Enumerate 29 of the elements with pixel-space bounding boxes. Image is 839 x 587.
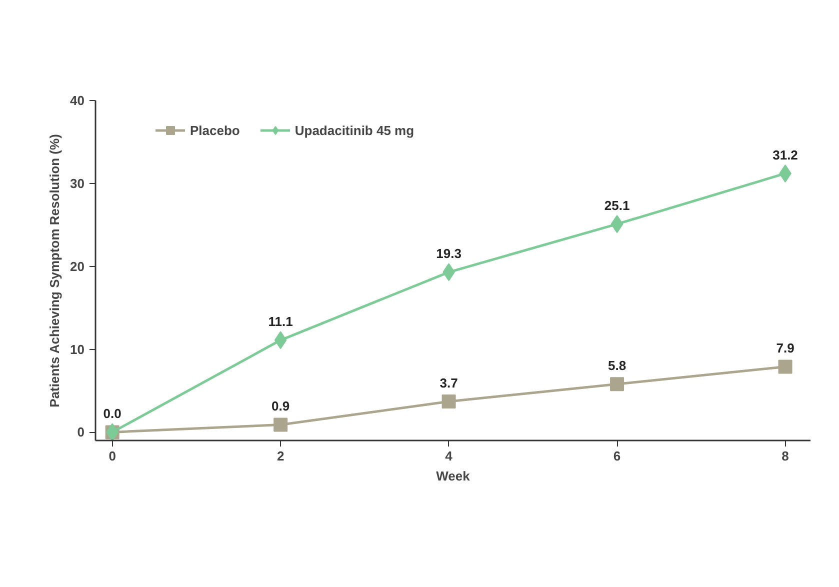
y-tick-label: 40 — [70, 93, 85, 108]
data-label: 0.9 — [272, 398, 290, 414]
x-axis-title: Week — [436, 468, 471, 484]
point — [442, 394, 456, 409]
y-axis-title: Patients Achieving Symptom Resolution (%) — [47, 134, 62, 408]
data-label: 31.2 — [772, 147, 798, 162]
data-label: 5.8 — [608, 358, 626, 374]
data-label: 3.7 — [440, 376, 458, 391]
point — [610, 377, 624, 392]
data-label: 19.3 — [436, 246, 462, 262]
x-tick-label: 0 — [108, 448, 116, 464]
point — [610, 215, 624, 234]
y-tick-label: 10 — [70, 342, 85, 357]
x-tick-label: 4 — [445, 448, 454, 464]
point — [274, 418, 288, 432]
legend-label: Upadacitinib 45 mg — [294, 122, 414, 138]
legend-label: Placebo — [190, 122, 240, 138]
data-label: 7.9 — [776, 340, 794, 356]
x-tick-label: 6 — [613, 448, 621, 464]
data-label: 0.0 — [103, 406, 122, 422]
y-tick-label: 20 — [70, 258, 85, 274]
y-tick-label: 0 — [77, 424, 85, 440]
point — [778, 360, 792, 374]
y-tick-label: 30 — [70, 176, 85, 191]
data-label: 25.1 — [604, 198, 630, 214]
point — [274, 331, 287, 350]
data-label: 11.1 — [268, 314, 293, 330]
x-tick-label: 2 — [276, 448, 284, 464]
x-tick-label: 8 — [782, 448, 789, 464]
